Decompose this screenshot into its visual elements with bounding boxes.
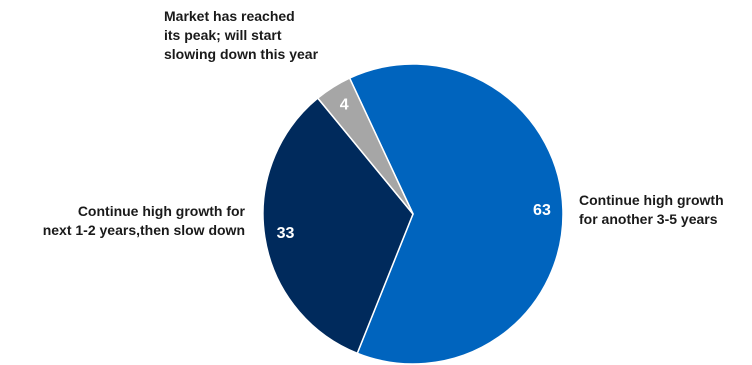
pie-value-label-1: 33 bbox=[277, 225, 295, 242]
pie-category-label-0-line-0: Continue high growth bbox=[579, 192, 724, 208]
pie-category-label-1-line-1: next 1-2 years,then slow down bbox=[43, 222, 245, 238]
pie-category-label-2: Market has reached its peak; will start sl… bbox=[164, 8, 319, 62]
pie-category-label-2-line-1: its peak; will start bbox=[164, 27, 282, 43]
pie-category-label-0-line-1: for another 3-5 years bbox=[579, 211, 718, 227]
pie-outer-labels: Continue high growth for another 3-5 year… bbox=[43, 8, 724, 238]
pie-category-label-2-line-2: slowing down this year bbox=[164, 46, 319, 62]
pie-category-label-1: Continue high growth for next 1-2 years,t… bbox=[43, 203, 246, 238]
pie-category-label-0: Continue high growth for another 3-5 year… bbox=[579, 192, 724, 227]
pie-value-label-0: 63 bbox=[533, 202, 551, 219]
pie-slices bbox=[262, 63, 564, 365]
pie-slice-0 bbox=[348, 63, 564, 365]
pie-value-labels: 63 33 4 bbox=[277, 96, 551, 242]
pie-slice-2 bbox=[317, 77, 414, 215]
pie-category-label-2-line-0: Market has reached bbox=[164, 8, 295, 24]
pie-slice-1 bbox=[262, 97, 414, 355]
pie-category-label-1-line-0: Continue high growth for bbox=[78, 203, 246, 219]
pie-value-label-2: 4 bbox=[340, 96, 349, 113]
